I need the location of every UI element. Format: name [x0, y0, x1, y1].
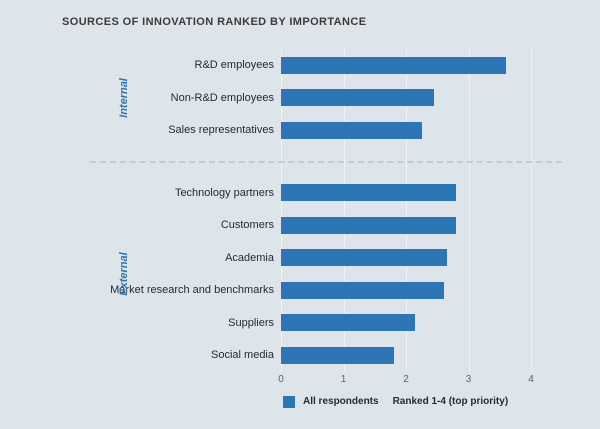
group-external: External Technology partners Customers Acad… — [0, 177, 600, 372]
legend-label: All respondents — [303, 396, 379, 407]
category-label: R&D employees — [194, 59, 274, 72]
bar-track — [281, 346, 531, 364]
bar-track — [281, 89, 531, 107]
bar-track — [281, 56, 531, 74]
gridline — [468, 49, 470, 372]
x-tick-label: 1 — [340, 373, 347, 385]
category-label: Social media — [211, 349, 274, 362]
bar-row: Sales representatives — [0, 114, 600, 147]
legend-note: Ranked 1-4 (top priority) — [392, 396, 509, 407]
x-tick-label: 0 — [278, 373, 284, 385]
group-divider — [90, 160, 562, 163]
gridline — [281, 49, 282, 372]
group-label: Internal — [118, 77, 130, 118]
bar — [281, 184, 456, 202]
bar-row: Suppliers — [0, 307, 600, 340]
x-tick-label: 3 — [465, 373, 472, 385]
bar-track — [281, 249, 531, 267]
bar — [281, 346, 394, 364]
bar-track — [281, 314, 531, 332]
category-label: Customers — [220, 219, 274, 232]
chart-title: SOURCES OF INNOVATION RANKED BY IMPORTAN… — [62, 16, 367, 28]
bar-row: Customers — [0, 209, 600, 242]
legend-swatch-icon — [283, 395, 295, 408]
bar — [281, 121, 422, 139]
group-internal: Internal R&D employees Non-R&D employees Sa… — [0, 49, 600, 147]
category-label: Technology partners — [174, 186, 274, 199]
bar-track — [281, 184, 531, 202]
category-label: Market research and benchmarks — [110, 284, 274, 297]
bar-row: Market research and benchmarks — [0, 274, 600, 307]
bar — [281, 56, 506, 74]
bar-row: Social media — [0, 339, 600, 372]
bar — [281, 314, 416, 332]
category-label: Suppliers — [228, 316, 274, 329]
bar-row: Academia — [0, 242, 600, 275]
bar — [281, 216, 456, 234]
category-label: Academia — [225, 251, 274, 264]
bar-row: R&D employees — [0, 49, 600, 82]
bar-track — [281, 281, 531, 299]
category-label: Sales representatives — [168, 124, 274, 137]
group-label: External — [118, 252, 130, 296]
bar-track — [281, 121, 531, 139]
bar-row: Non-R&D employees — [0, 82, 600, 115]
bar — [281, 281, 444, 299]
x-axis: 0 1 2 3 4 — [0, 372, 600, 388]
gridline — [531, 49, 532, 372]
bar-track — [281, 216, 531, 234]
bar — [281, 89, 435, 107]
category-label: Non-R&D employees — [170, 91, 274, 104]
x-tick-label: 2 — [403, 373, 409, 385]
gridline — [406, 49, 407, 372]
legend: All respondents Ranked 1-4 (top priority… — [283, 395, 600, 408]
x-tick-label: 4 — [528, 373, 534, 385]
bar — [281, 249, 447, 267]
bar-row: Technology partners — [0, 177, 600, 210]
gridline — [343, 49, 345, 372]
plot-area: Internal R&D employees Non-R&D employees Sa… — [0, 49, 600, 372]
